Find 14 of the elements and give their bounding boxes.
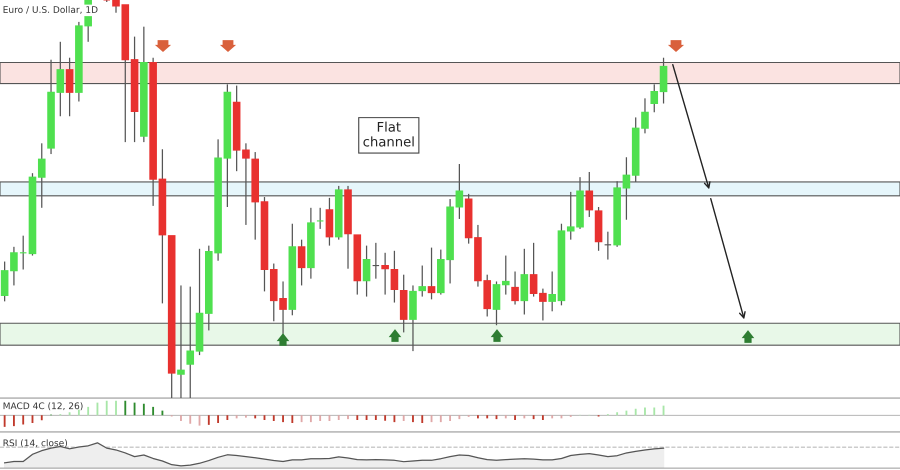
candlestick [316, 207, 324, 230]
candlestick [604, 231, 612, 260]
chart-title: MACD 4C (12, 26) [4, 402, 83, 410]
chart-title: RSI (14, close) [4, 439, 67, 448]
candlestick [372, 242, 380, 280]
candlestick [511, 270, 519, 306]
candlestick [19, 235, 28, 270]
candlestick [102, 0, 111, 3]
candlestick [418, 264, 426, 298]
text: Euro / U.S. Dollar, 1D [4, 6, 98, 14]
candlestick [428, 246, 436, 300]
annotation: Flat channel [363, 122, 414, 147]
candlestick [362, 244, 370, 298]
candlestick [298, 239, 306, 286]
